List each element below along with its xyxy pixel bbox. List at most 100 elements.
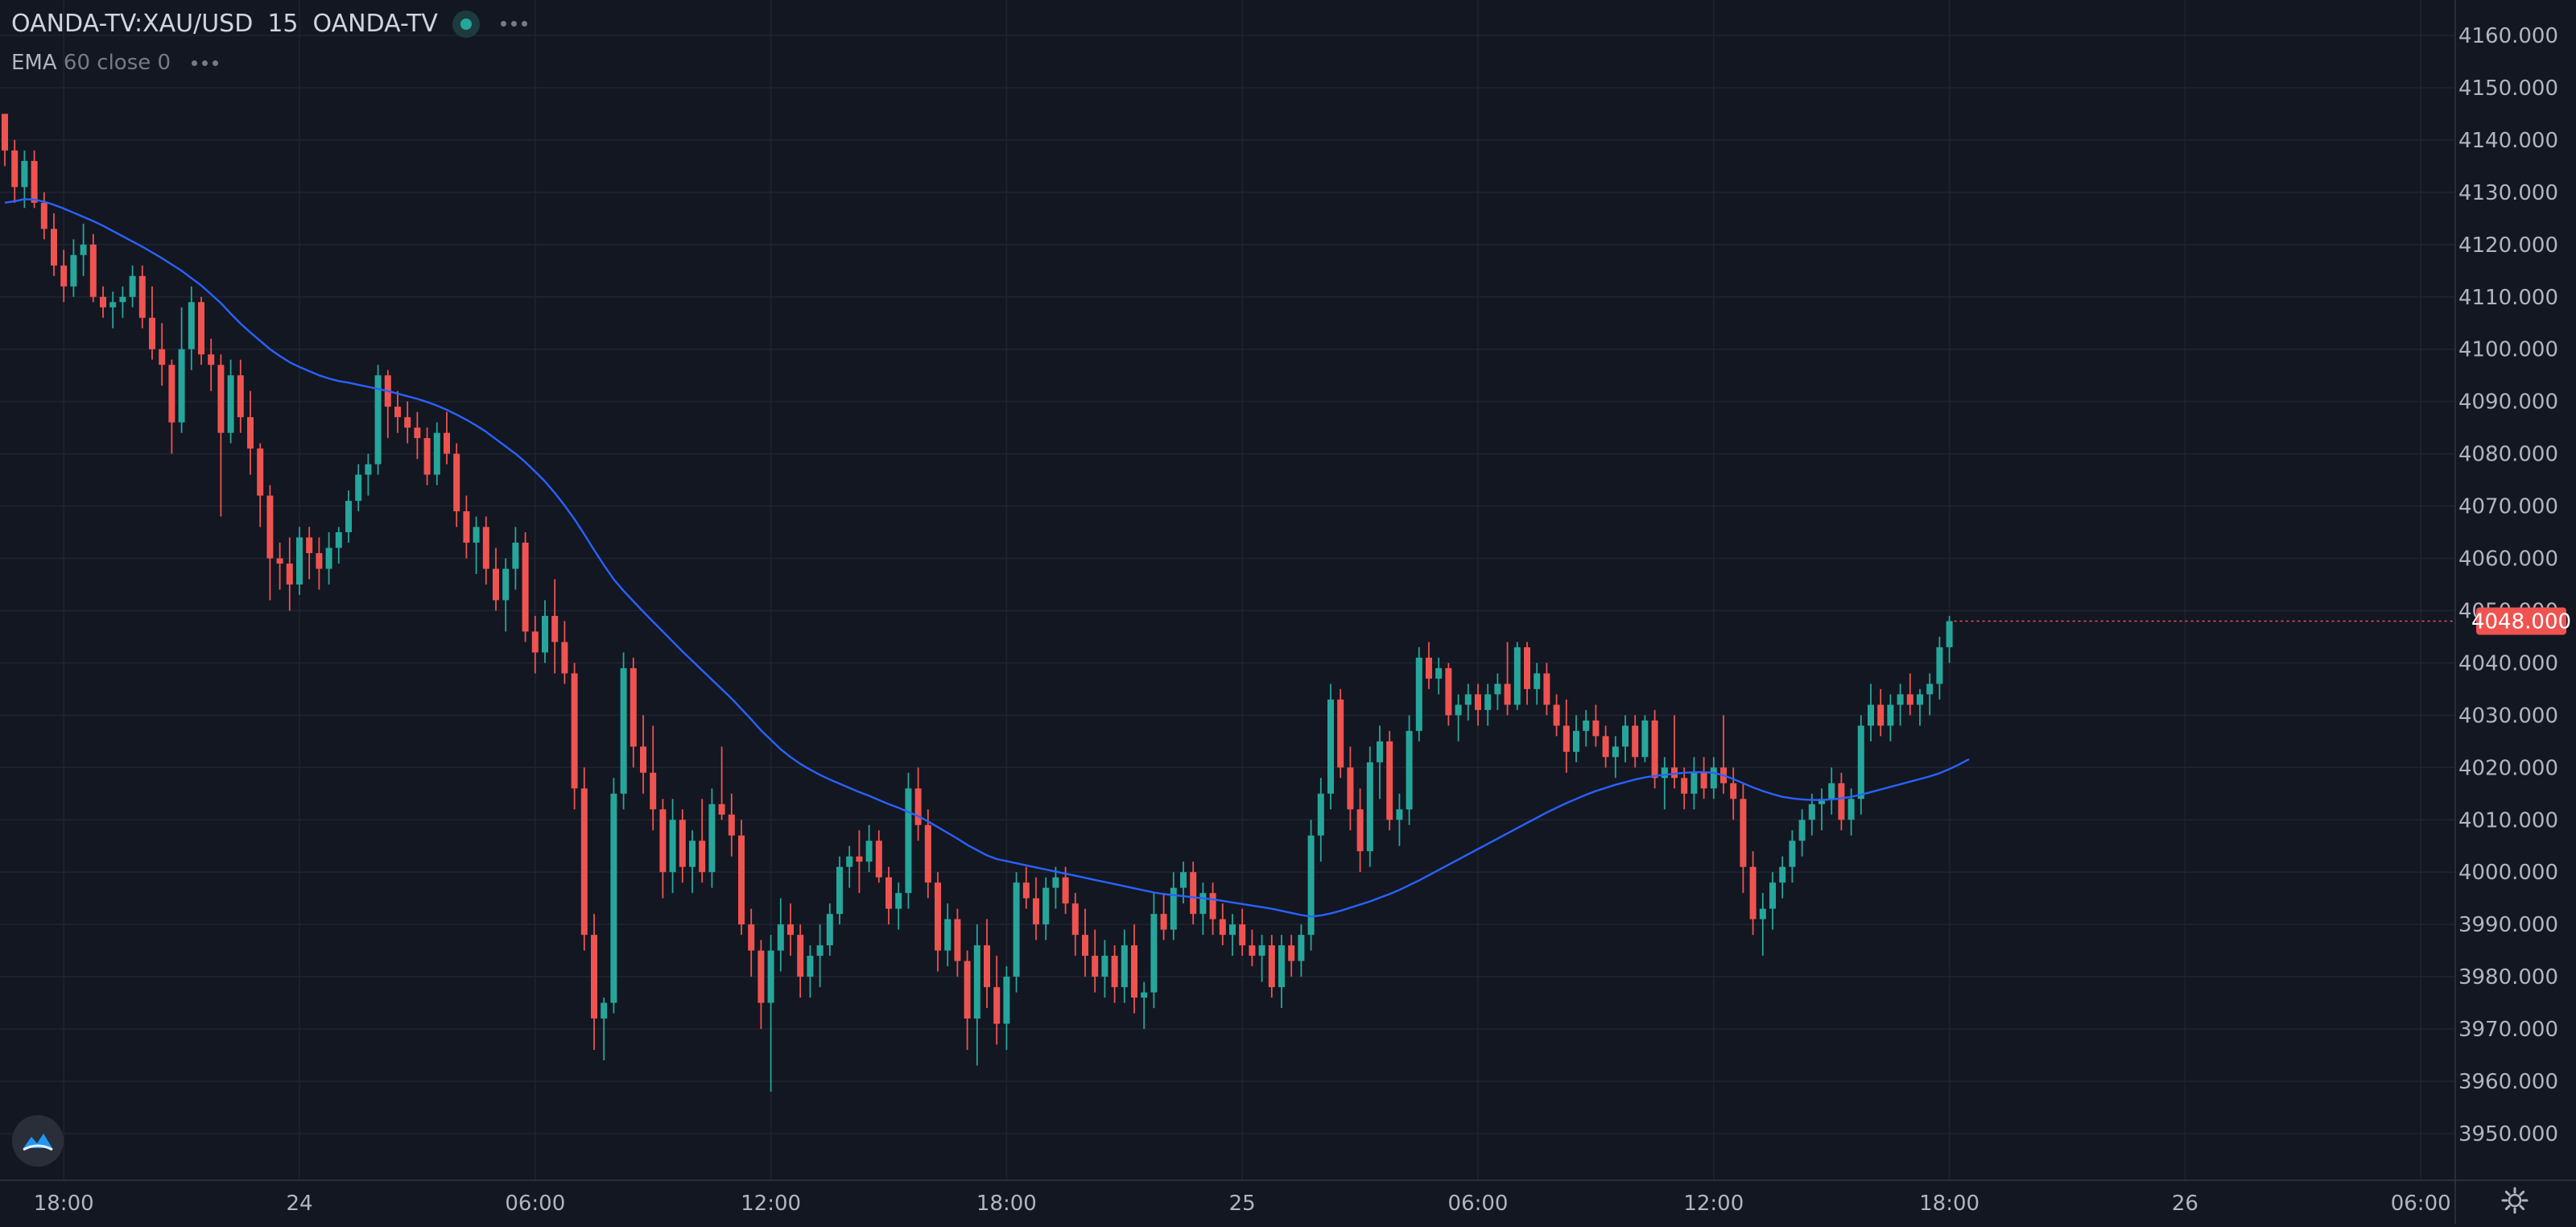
candle [404, 401, 411, 444]
candle [1278, 935, 1285, 1009]
candle [473, 516, 480, 574]
candle-body [80, 244, 87, 255]
live-status-icon[interactable] [452, 10, 480, 38]
candle-body [1111, 956, 1118, 988]
candle [493, 547, 499, 611]
candle-body [40, 202, 47, 229]
candle-body [1033, 898, 1039, 925]
candle-body [70, 254, 77, 287]
candle-body [394, 407, 401, 418]
candle-body [1022, 882, 1030, 899]
candle-body [542, 615, 548, 653]
candle-body [875, 841, 882, 878]
candle [345, 490, 352, 543]
candle-body [1769, 882, 1776, 909]
candle [522, 532, 529, 642]
candle-body [856, 856, 863, 862]
candle [531, 615, 539, 674]
candle [296, 527, 303, 595]
candle-body [905, 788, 912, 894]
settings-gear-icon[interactable] [2499, 1184, 2531, 1217]
candle-body [1534, 673, 1541, 689]
candle-body [886, 877, 892, 909]
candle-body [1209, 893, 1216, 919]
candle [914, 767, 922, 841]
candle-body [1366, 762, 1373, 852]
candle [188, 286, 195, 370]
time-axis[interactable]: 18:00 24 06:00 12:00 18:00 25 06:00 12:00 18:00 2… [0, 1179, 2576, 1216]
candle [679, 809, 686, 883]
candle [1082, 908, 1088, 977]
candle-body [630, 667, 637, 747]
indicator-more-icon[interactable] [185, 56, 225, 71]
candle [580, 767, 588, 951]
candle [444, 411, 450, 465]
candle-body [1377, 741, 1383, 762]
candle [1671, 715, 1678, 789]
candle [89, 233, 97, 303]
candle-body [1062, 877, 1069, 904]
exchange-label: OANDA-TV [312, 10, 438, 38]
time-tick-label: 24 [286, 1192, 312, 1216]
candle [423, 428, 431, 485]
candle-body [1121, 945, 1128, 988]
candle-body [1700, 772, 1707, 789]
candle [247, 390, 254, 475]
candle-body [1307, 835, 1315, 936]
candle [1513, 642, 1521, 710]
candle [944, 903, 952, 967]
candle [610, 778, 617, 1014]
candle [1759, 893, 1766, 956]
candle [1887, 694, 1894, 742]
interval-label[interactable]: 15 [267, 10, 299, 38]
candle-body [954, 919, 961, 961]
candle [1661, 757, 1668, 810]
candle-body [1013, 882, 1020, 977]
indicator-name[interactable]: EMA [11, 51, 57, 75]
tradingview-logo-icon[interactable] [12, 1115, 64, 1167]
candle-body [659, 809, 667, 873]
candle-body [482, 527, 489, 569]
candle [1121, 929, 1128, 1003]
symbol-legend[interactable]: OANDA-TV:XAU/USD 15 OANDA-TV [11, 10, 534, 38]
indicator-legend[interactable]: EMA 60 close 0 [11, 51, 225, 75]
candle-body [1101, 956, 1108, 977]
candle-body [198, 302, 204, 355]
candle-body [51, 229, 57, 266]
candle-body [807, 956, 814, 977]
candle-body [1877, 704, 1885, 726]
price-axis[interactable]: 3950.000 3960.000 3970.000 3980.000 3990.000… [2454, 0, 2558, 1224]
candle [1641, 715, 1649, 762]
candle-body [1681, 778, 1688, 794]
candle-body [89, 244, 97, 297]
candle-body [325, 547, 332, 569]
candle [993, 956, 1001, 1045]
candle [1868, 684, 1874, 742]
candle [1092, 929, 1099, 993]
candle [2, 114, 8, 167]
candle [1386, 730, 1393, 831]
candle-body [1671, 767, 1678, 779]
symbol-name[interactable]: OANDA-TV:XAU/USD [11, 10, 254, 38]
candle-body [1003, 977, 1010, 1024]
candle-body [1887, 704, 1894, 726]
candle [738, 820, 745, 936]
candle [935, 872, 941, 972]
candle [1356, 788, 1364, 873]
candle [237, 359, 244, 433]
candle-body [453, 453, 460, 512]
candle-body [1573, 730, 1579, 752]
candle [1396, 793, 1403, 846]
candle [394, 390, 401, 433]
candle [1366, 746, 1373, 867]
candle [826, 903, 833, 956]
candle-body [1258, 945, 1265, 956]
candle-body [21, 160, 28, 188]
price-tick-label: 4040.000 [2458, 651, 2558, 675]
candle-body [993, 987, 1001, 1024]
candle-body [1337, 699, 1344, 768]
candle [208, 338, 215, 391]
more-options-icon[interactable] [494, 16, 534, 31]
